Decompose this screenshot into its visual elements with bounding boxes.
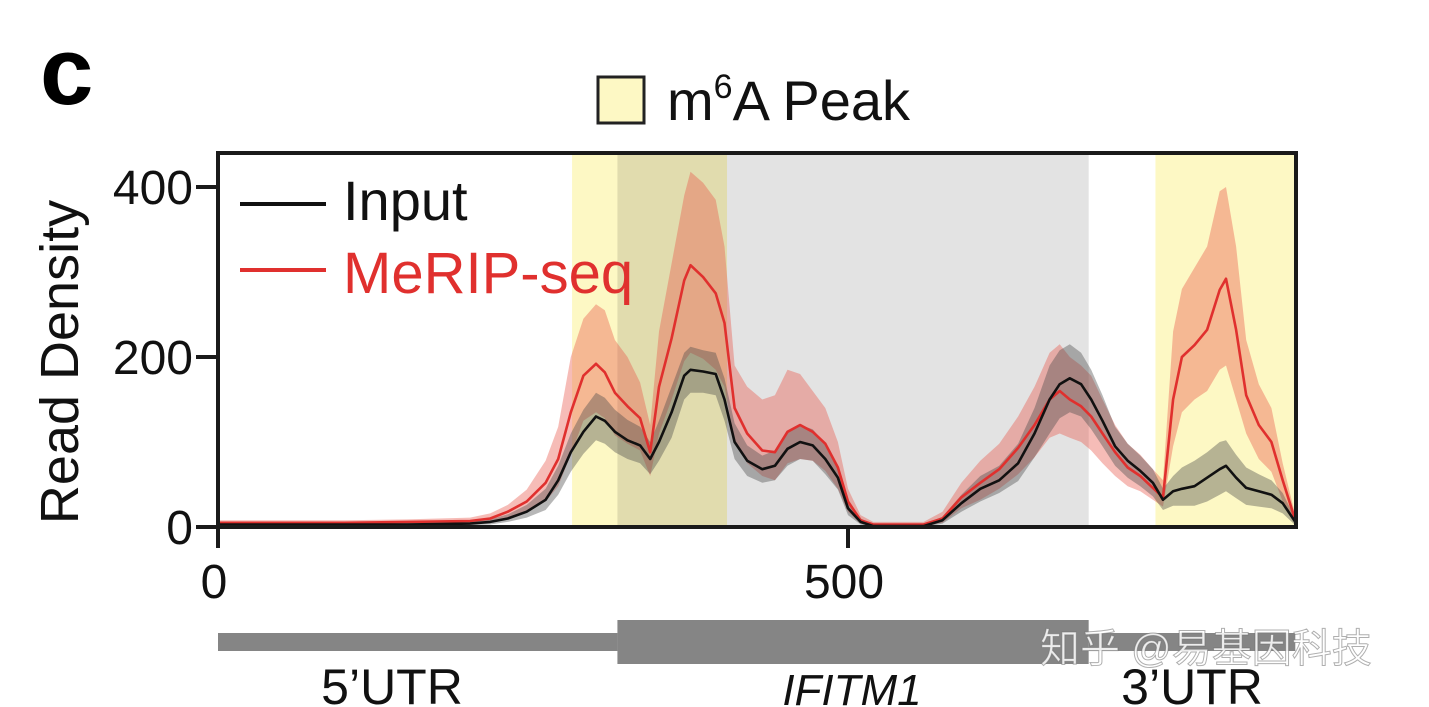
legend-label-input: Input (343, 169, 468, 232)
x-tick-label-0: 0 (201, 556, 228, 609)
peak-legend-prefix: m (667, 69, 714, 132)
utr3-label: 3’UTR (1121, 659, 1263, 707)
y-axis-label: Read Density (30, 200, 90, 524)
peak-legend-superscript: 6 (714, 68, 733, 106)
gene-model (218, 620, 1296, 664)
series-lines (218, 263, 1296, 527)
panel-label: c (40, 18, 93, 125)
peak-legend-swatch (596, 75, 646, 125)
series-legend: Input MeRIP-seq (240, 169, 633, 306)
axes: 0 200 400 0 500 (113, 162, 884, 609)
x-tick-label-500: 500 (804, 556, 884, 609)
gene-cds-bar (617, 620, 1089, 664)
peak-legend-suffix: A Peak (733, 69, 911, 132)
y-tick-label-400: 400 (113, 162, 193, 215)
gene-utr3-bar (1088, 633, 1296, 651)
shaded-regions (572, 153, 1296, 527)
watermark: 知乎 @易基因科技 (1040, 627, 1372, 671)
y-tick-label-0: 0 (166, 502, 193, 555)
peak-legend: m6A Peak (596, 68, 911, 132)
legend-label-merip-seq: MeRIP-seq (343, 241, 633, 306)
utr5-label: 5’UTR (321, 659, 463, 707)
plot-area (218, 153, 1296, 527)
gene-name-label: IFITM1 (782, 666, 921, 707)
m6a-peak-region-1 (572, 153, 728, 527)
plot-frame (216, 151, 1298, 529)
peak-legend-label: m6A Peak (667, 68, 911, 132)
merip-seq-line (218, 263, 1296, 526)
gene-utr5-bar (218, 633, 618, 651)
input-line (218, 368, 1296, 527)
y-tick-label-200: 200 (113, 332, 193, 385)
